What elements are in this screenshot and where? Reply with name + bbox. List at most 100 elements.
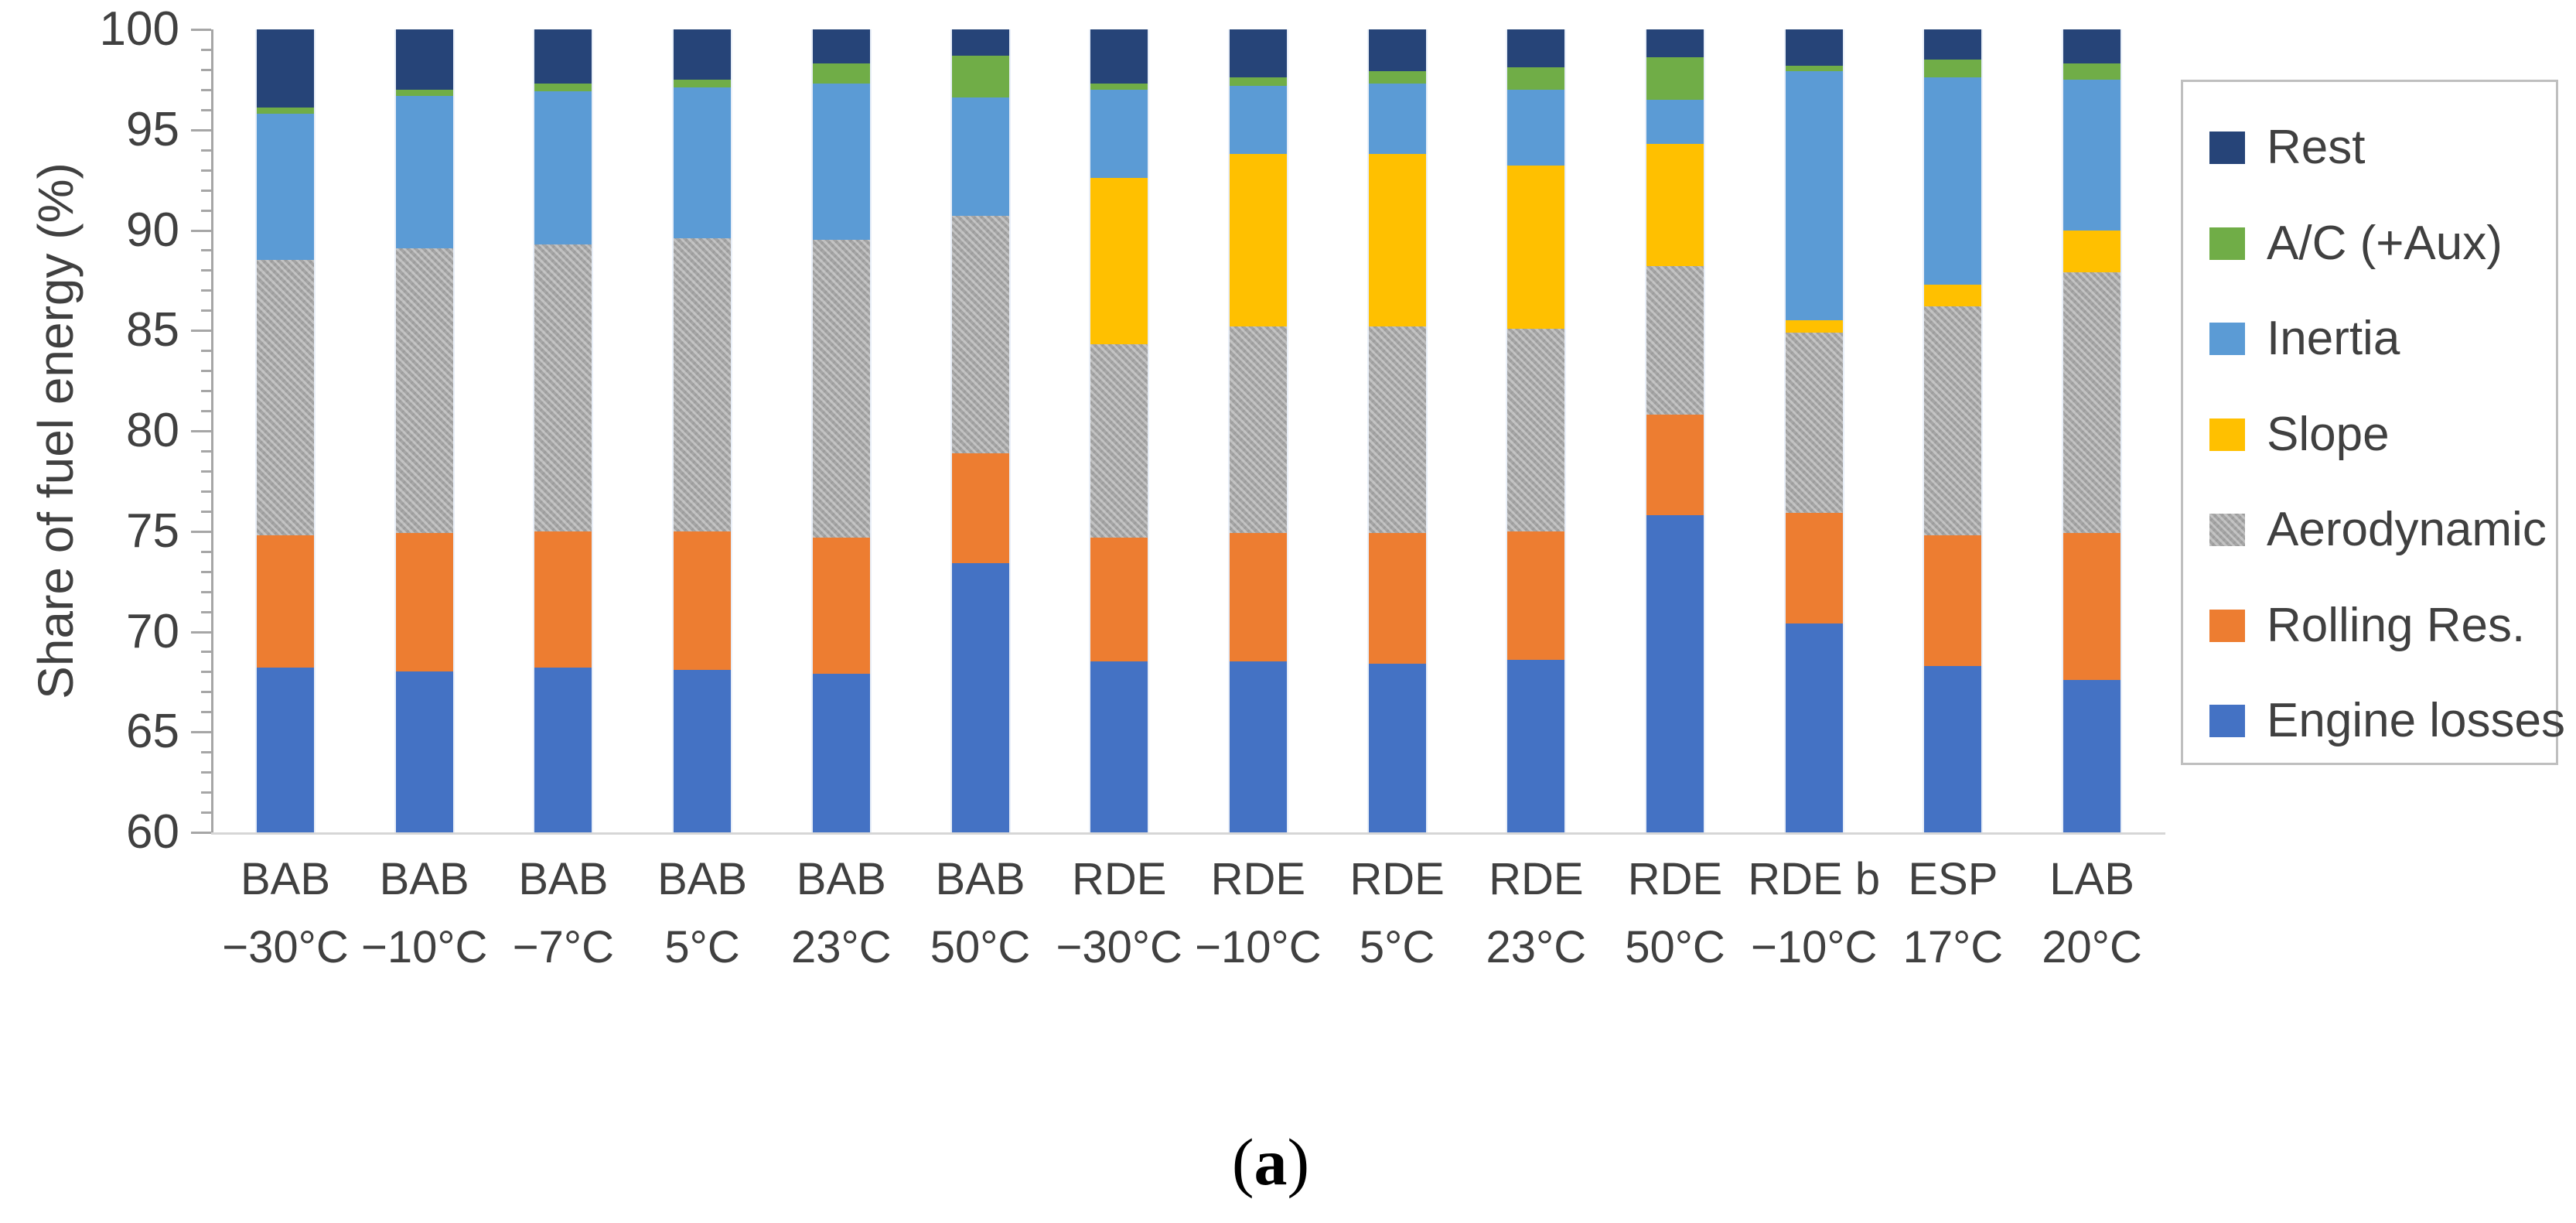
bar-segment-rolling-res- <box>257 535 314 668</box>
x-tick-label: BAB 50°C <box>888 857 1073 970</box>
bar-segment-a-c-aux- <box>257 108 314 114</box>
y-minor-tick <box>201 189 211 192</box>
bar-segment-rolling-res- <box>395 533 453 672</box>
legend-item: Rest <box>2209 121 2365 175</box>
bar-segment-rolling-res- <box>1368 533 1426 664</box>
bar-segment-inertia <box>395 95 453 248</box>
bar-segment-rest <box>1090 29 1148 84</box>
x-tick-label: LAB 20°C <box>1999 857 2185 970</box>
x-label-temp: −7°C <box>512 922 614 972</box>
y-tick-label: 80 <box>126 404 179 457</box>
x-tick-label: RDE b −10°C <box>1721 857 1907 970</box>
bar-segment-rest <box>257 29 314 108</box>
bar-segment-engine-losses <box>1090 661 1148 832</box>
y-minor-tick <box>201 410 211 413</box>
bar-segment-rolling-res- <box>1090 537 1148 662</box>
bar-segment-rolling-res- <box>2063 533 2121 680</box>
x-label-group: BAB <box>379 854 469 904</box>
x-label-temp: 50°C <box>930 922 1031 972</box>
bar <box>2062 29 2123 832</box>
y-major-tick <box>191 229 211 232</box>
bar-segment-aerodynamic <box>257 260 314 535</box>
bar <box>1366 29 1428 832</box>
y-minor-tick <box>201 691 211 694</box>
bar-segment-rolling-res- <box>1507 531 1565 660</box>
y-minor-tick <box>201 711 211 714</box>
x-label-group: BAB <box>657 854 748 904</box>
y-minor-tick <box>201 269 211 272</box>
legend-swatch-aerodynamic <box>2209 514 2245 546</box>
bar-segment-rest <box>534 29 592 84</box>
bar <box>1089 29 1150 832</box>
y-minor-tick <box>201 470 211 473</box>
x-label-group: BAB <box>935 854 1025 904</box>
y-major-tick <box>191 832 211 834</box>
bar-segment-a-c-aux- <box>1646 57 1704 100</box>
bar-segment-aerodynamic <box>1507 328 1565 531</box>
x-label-temp: 5°C <box>664 922 740 972</box>
x-label-temp: 20°C <box>2042 922 2142 972</box>
bar-segment-slope <box>1785 320 1843 333</box>
y-major-tick <box>191 330 211 333</box>
bar-segment-rolling-res- <box>1646 415 1704 515</box>
bar <box>1645 29 1705 832</box>
bar-segment-a-c-aux- <box>674 79 732 88</box>
x-tick-label: ESP 17°C <box>1860 857 2045 970</box>
bar-segment-rest <box>951 29 1009 56</box>
y-tick-label: 75 <box>126 504 179 558</box>
bar-segment-rolling-res- <box>951 453 1009 564</box>
y-major-tick <box>191 29 211 31</box>
x-tick-label: BAB 23°C <box>749 857 934 970</box>
bar-segment-rolling-res- <box>1924 535 1982 666</box>
bar-segment-aerodynamic <box>812 240 870 538</box>
bar-segment-rolling-res- <box>674 531 732 670</box>
x-tick-label: RDE 50°C <box>1582 857 1768 970</box>
y-minor-tick <box>201 169 211 172</box>
bar-segment-aerodynamic <box>1646 266 1704 415</box>
bar-segment-engine-losses <box>674 669 732 832</box>
x-label-group: ESP <box>1908 854 1998 904</box>
bar-segment-engine-losses <box>1646 514 1704 832</box>
bar <box>533 29 594 832</box>
y-axis-line <box>211 29 213 835</box>
legend-swatch-rest <box>2209 132 2245 164</box>
bar-segment-slope <box>1924 284 1982 307</box>
y-minor-tick <box>201 771 211 774</box>
x-tick-label: BAB −30°C <box>193 857 378 970</box>
y-minor-tick <box>201 570 211 573</box>
x-label-temp: −10°C <box>360 922 488 972</box>
legend-swatch-inertia <box>2209 323 2245 355</box>
y-tick-label: 60 <box>126 805 179 859</box>
bar-segment-rest <box>395 29 453 90</box>
bar-segment-rest <box>674 29 732 80</box>
bar-segment-aerodynamic <box>395 248 453 534</box>
x-tick-label: BAB −10°C <box>332 857 517 970</box>
bar-segment-rest <box>1507 29 1565 68</box>
bar <box>672 29 733 832</box>
bar-segment-slope <box>1368 153 1426 327</box>
y-minor-tick <box>201 590 211 593</box>
bar-segment-inertia <box>1646 99 1704 144</box>
y-tick-label: 65 <box>126 705 179 759</box>
bar-segment-engine-losses <box>2063 679 2121 832</box>
bar-segment-engine-losses <box>1785 623 1843 832</box>
y-minor-tick <box>201 370 211 373</box>
legend-label: A/C (+Aux) <box>2267 216 2503 270</box>
bar-segment-inertia <box>1368 84 1426 154</box>
bar-segment-a-c-aux- <box>534 84 592 92</box>
bar-segment-slope <box>2063 230 2121 272</box>
x-label-group: BAB <box>240 854 331 904</box>
bar-segment-a-c-aux- <box>812 63 870 84</box>
bar <box>810 29 872 832</box>
x-label-group: RDE <box>1489 854 1584 904</box>
bar-segment-rest <box>1368 29 1426 72</box>
legend-item: Rolling Res. <box>2209 599 2525 653</box>
bar-segment-rest <box>2063 29 2121 64</box>
bar-segment-a-c-aux- <box>1090 84 1148 90</box>
bar-segment-aerodynamic <box>951 216 1009 453</box>
bar-segment-engine-losses <box>534 668 592 832</box>
legend-label: Slope <box>2267 407 2390 461</box>
bar-segment-inertia <box>812 84 870 241</box>
bar-segment-slope <box>1507 166 1565 329</box>
bar <box>255 29 316 832</box>
